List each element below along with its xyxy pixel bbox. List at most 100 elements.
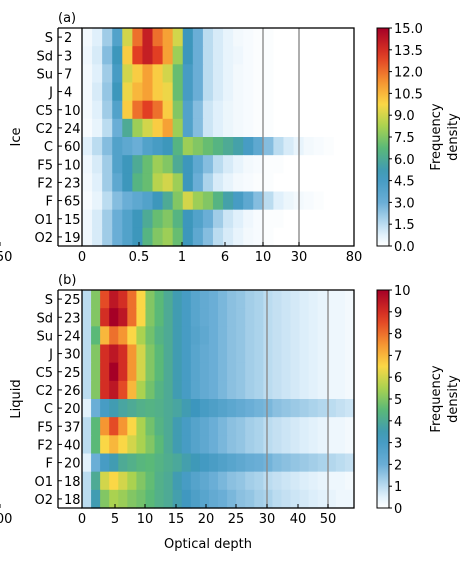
- panel-a-heatmap-cell: [303, 82, 315, 102]
- panel-a-heatmap-cell: [182, 64, 194, 84]
- panel-a-heatmap-cell: [112, 173, 123, 193]
- panel-b-heatmap-cell: [254, 344, 264, 364]
- panel-b-count-label: 26: [64, 384, 81, 399]
- panel-a-heatmap-cell: [192, 118, 204, 138]
- panel-a-heatmap-cell: [243, 82, 254, 102]
- panel-b-heatmap-cell: [127, 362, 137, 382]
- panel-b-heatmap-cell: [326, 471, 337, 491]
- panel-a-heatmap-cell: [82, 46, 93, 65]
- panel-a-heatmap-cell: [333, 227, 345, 247]
- panel-b-heatmap-cell: [299, 399, 310, 418]
- panel-a-heatmap-cell: [122, 46, 133, 65]
- panel-a-heatmap-cell: [92, 100, 103, 120]
- panel-b-heatmap-cell: [335, 399, 346, 418]
- panel-b-heatmap-cell: [163, 380, 174, 400]
- panel-b-heatmap-cell: [254, 417, 264, 436]
- panel-a-heatmap-cell: [303, 46, 315, 65]
- panel-b-heatmap-cell: [190, 344, 201, 364]
- panel-a-heatmap-cell: [313, 46, 325, 65]
- panel-a-heatmap-cell: [313, 64, 325, 84]
- panel-b-heatmap-cell: [236, 435, 246, 455]
- panel-b-x-tick-label: 30: [259, 512, 276, 527]
- panel-b-heatmap-cell: [136, 326, 147, 346]
- panel-b-heatmap-cell: [326, 453, 337, 473]
- panel-a-x-tick-label: 0.5: [129, 250, 150, 265]
- panel-b-heatmap-cell: [326, 489, 337, 509]
- panel-a-heatmap-cell: [212, 191, 224, 211]
- panel-b-heatmap-cell: [100, 380, 110, 400]
- panel-b-heatmap-cell: [326, 344, 337, 364]
- panel-a-heatmap-cell: [323, 64, 335, 84]
- panel-b-label: (b): [58, 273, 76, 288]
- panel-a-heatmap-cell: [273, 64, 285, 84]
- panel-b-heatmap-cell: [245, 344, 255, 364]
- panel-b-heatmap-cell: [127, 471, 137, 491]
- panel-b-heatmap-cell: [317, 308, 328, 327]
- panel-b-heatmap-cell: [109, 435, 119, 455]
- panel-a-heatmap-cell: [333, 28, 345, 47]
- panel-a-heatmap-cell: [152, 64, 164, 84]
- panel-b-heatmap-cell: [82, 344, 92, 364]
- panel-a-heatmap-cell: [162, 137, 174, 156]
- panel-b-heatmap-cell: [254, 435, 264, 455]
- panel-a-heatmap-cell: [152, 137, 164, 156]
- panel-b-heatmap-cell: [281, 326, 292, 346]
- panel-b-heatmap-cell: [227, 344, 237, 364]
- panel-b-heatmap-cell: [208, 308, 219, 327]
- panel-a-heatmap-cell: [122, 209, 133, 229]
- panel-a-count-label: 60: [64, 140, 81, 155]
- panel-b-heatmap-cell: [254, 453, 264, 473]
- panel-a-heatmap-cell: [132, 64, 144, 84]
- panel-a-colorbar-title-line2: density: [446, 113, 461, 161]
- panel-a-colorbar-tick-label: 1.5: [394, 218, 415, 233]
- panel-b-heatmap-cell: [163, 417, 174, 436]
- panel-b-colorbar-tick-label: 6: [394, 371, 402, 386]
- panel-a-heatmap-cell: [243, 100, 254, 120]
- panel-a-heatmap-cell: [82, 191, 93, 211]
- panel-a-category-label: S: [45, 31, 53, 46]
- panel-b-heatmap-cell: [127, 399, 137, 418]
- panel-a-heatmap-cell: [243, 28, 254, 47]
- panel-b-heatmap-cell: [109, 471, 119, 491]
- panel-a-heatmap-cell: [122, 227, 133, 247]
- panel-a-heatmap-cell: [243, 118, 254, 138]
- panel-b-x-tick-label: 0: [78, 512, 86, 527]
- panel-b-heatmap-cell: [154, 417, 165, 436]
- panel-a-heatmap-cell: [202, 100, 214, 120]
- panel-b-heatmap-cell: [118, 290, 128, 309]
- panel-b-heatmap-cell: [109, 308, 119, 327]
- panel-b-heatmap-cell: [91, 362, 101, 382]
- panel-b-heatmap-cell: [181, 362, 192, 382]
- panel-a-heatmap-cell: [313, 82, 325, 102]
- panel-b-heatmap-cell: [290, 380, 301, 400]
- panel-b-heatmap-cell: [82, 417, 92, 436]
- panel-b-heatmap-cell: [154, 435, 165, 455]
- panel-a-heatmap-cell: [172, 209, 184, 229]
- panel-a-heatmap-cell: [233, 118, 244, 138]
- panel-b-heatmap-cell: [308, 399, 319, 418]
- panel-b-heatmap-cell: [181, 326, 192, 346]
- panel-b-heatmap-cell: [136, 435, 147, 455]
- panel-a-heatmap-cell: [273, 46, 285, 65]
- panel-a-heatmap-cell: [182, 82, 194, 102]
- panel-a-heatmap-cell: [102, 191, 113, 211]
- panel-a-heatmap-cell: [122, 64, 133, 84]
- panel-a-heatmap-cell: [253, 209, 264, 229]
- panel-b-heatmap-cell: [145, 489, 156, 509]
- panel-a-heatmap-cell: [82, 155, 93, 174]
- panel-b-heatmap-cell: [281, 471, 292, 491]
- panel-a-heatmap-cell: [172, 64, 184, 84]
- panel-a-heatmap-cell: [112, 137, 123, 156]
- panel-a-heatmap-cell: [202, 82, 214, 102]
- panel-a-heatmap-cell: [253, 64, 264, 84]
- panel-a-colorbar-tick-label: 13.5: [394, 44, 423, 59]
- panel-a-plot-frame: [81, 27, 355, 247]
- panel-b-heatmap-cell: [163, 435, 174, 455]
- panel-a-heatmap-cell: [313, 227, 325, 247]
- panel-a-heatmap-cell: [283, 46, 295, 65]
- panel-b-heatmap-cell: [254, 362, 264, 382]
- panel-b-heatmap-cell: [254, 471, 264, 491]
- panel-b-heatmap-cell: [335, 471, 346, 491]
- panel-a-count-label: 24: [64, 122, 81, 137]
- panel-a-heatmap-cell: [233, 227, 244, 247]
